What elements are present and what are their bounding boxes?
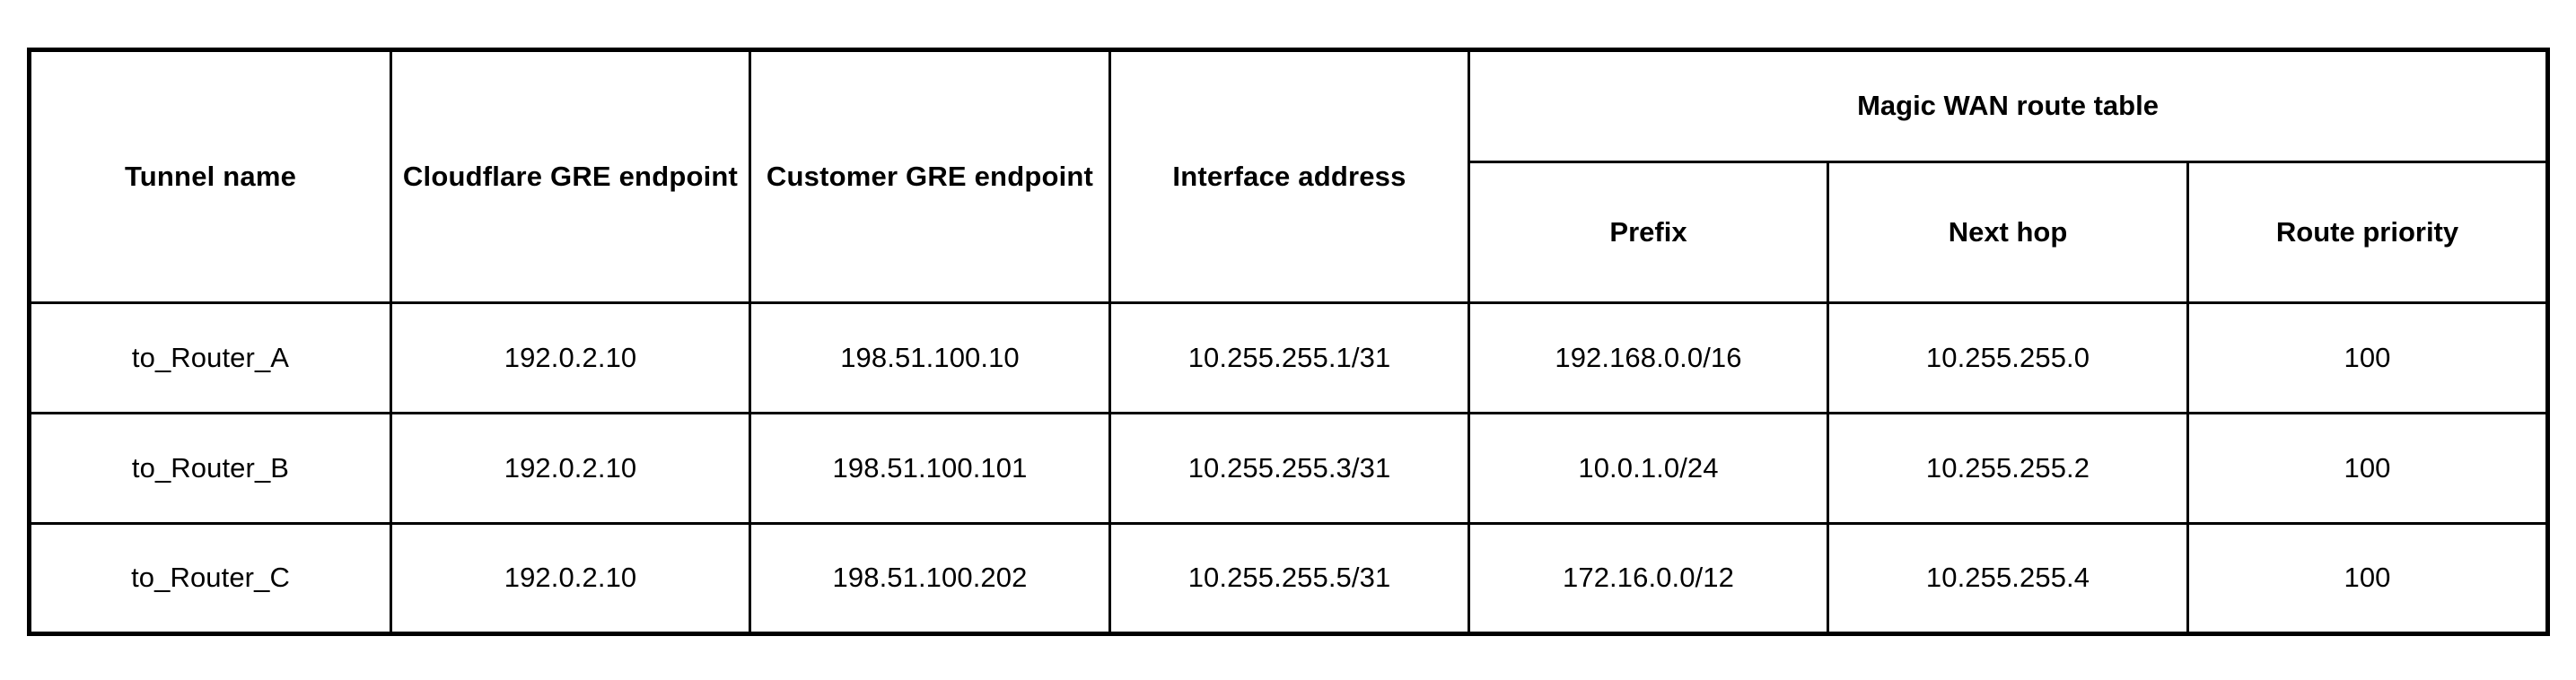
column-header-interface-address: Interface address [1108,48,1470,304]
header-row-secondary: Prefix Next hop Route priority [30,161,2550,304]
cell-next-hop: 10.255.255.0 [1827,301,2189,414]
column-group-header-magic-wan-route-table: Magic WAN route table [1467,48,2550,163]
table-header: Tunnel name Cloudflare GRE endpoint Cust… [28,48,2550,304]
column-header-customer-gre-endpoint: Customer GRE endpoint [749,48,1111,304]
cell-prefix: 10.0.1.0/24 [1468,412,1829,525]
cell-cloudflare-gre-endpoint: 192.0.2.10 [390,412,751,525]
column-header-prefix: Prefix [1468,161,1829,304]
header-row-primary: Tunnel name Cloudflare GRE endpoint Cust… [28,48,2550,304]
gre-tunnel-route-table: Tunnel name Cloudflare GRE endpoint Cust… [27,48,2551,636]
cell-interface-address: 10.255.255.3/31 [1108,412,1470,525]
cell-interface-address: 10.255.255.1/31 [1108,301,1470,414]
table-container: Tunnel name Cloudflare GRE endpoint Cust… [27,48,2551,636]
table-row: to_Router_A 192.0.2.10 198.51.100.10 10.… [28,301,2550,414]
table-row: to_Router_C 192.0.2.10 198.51.100.202 10… [28,522,2550,635]
cell-next-hop: 10.255.255.2 [1827,412,2189,525]
cell-route-priority: 100 [2186,412,2550,525]
column-header-route-priority: Route priority [2186,161,2550,304]
cell-customer-gre-endpoint: 198.51.100.10 [749,301,1111,414]
cell-customer-gre-endpoint: 198.51.100.101 [749,412,1111,525]
cell-interface-address: 10.255.255.5/31 [1108,522,1470,635]
cell-customer-gre-endpoint: 198.51.100.202 [749,522,1111,635]
cell-cloudflare-gre-endpoint: 192.0.2.10 [390,301,751,414]
column-header-tunnel-name: Tunnel name [28,48,392,304]
column-header-cloudflare-gre-endpoint: Cloudflare GRE endpoint [390,48,751,304]
cell-tunnel-name: to_Router_B [28,412,392,525]
cell-next-hop: 10.255.255.4 [1827,522,2189,635]
column-header-next-hop: Next hop [1827,161,2189,304]
table-row: to_Router_B 192.0.2.10 198.51.100.101 10… [28,412,2550,525]
cell-cloudflare-gre-endpoint: 192.0.2.10 [390,522,751,635]
cell-prefix: 192.168.0.0/16 [1468,301,1829,414]
cell-tunnel-name: to_Router_A [28,301,392,414]
table-body: to_Router_A 192.0.2.10 198.51.100.10 10.… [28,301,2550,635]
cell-route-priority: 100 [2186,522,2550,635]
cell-tunnel-name: to_Router_C [28,522,392,635]
cell-prefix: 172.16.0.0/12 [1468,522,1829,635]
cell-route-priority: 100 [2186,301,2550,414]
